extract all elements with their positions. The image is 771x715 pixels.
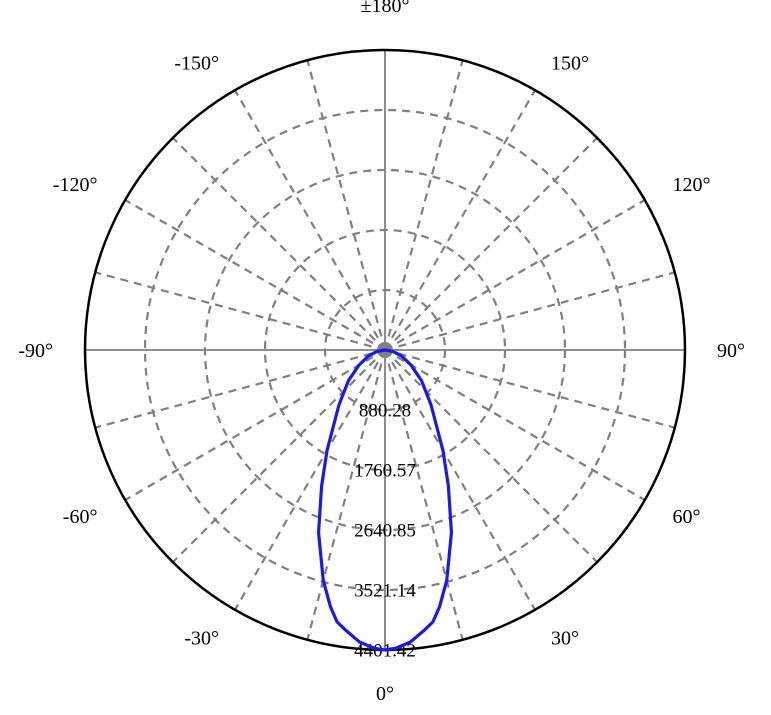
angle-label: 150° (551, 52, 589, 74)
polar-chart: 0° 30° 60° 90° 120° 150° ±180° -150° -120° -90° -6… (0, 0, 771, 715)
radial-label: 2640.85 (354, 521, 416, 542)
angle-label: 120° (673, 174, 711, 196)
radial-label: 3521.14 (354, 581, 416, 602)
angle-label: -60° (63, 506, 98, 528)
angle-label: -90° (18, 340, 53, 362)
radial-label: 1760.57 (354, 461, 416, 482)
polar-svg: 0° 30° 60° 90° 120° 150° ±180° -150° -120° -90° -6… (0, 0, 771, 715)
angle-label: 0° (376, 683, 394, 705)
angle-label: 90° (717, 340, 745, 362)
angle-label: -30° (184, 628, 219, 650)
angle-label: 60° (673, 506, 701, 528)
angle-label: -120° (53, 174, 98, 196)
angle-label: -150° (174, 52, 219, 74)
angle-label: 30° (551, 628, 579, 650)
angle-label: ±180° (361, 0, 410, 17)
radial-label: 880.28 (359, 401, 411, 422)
